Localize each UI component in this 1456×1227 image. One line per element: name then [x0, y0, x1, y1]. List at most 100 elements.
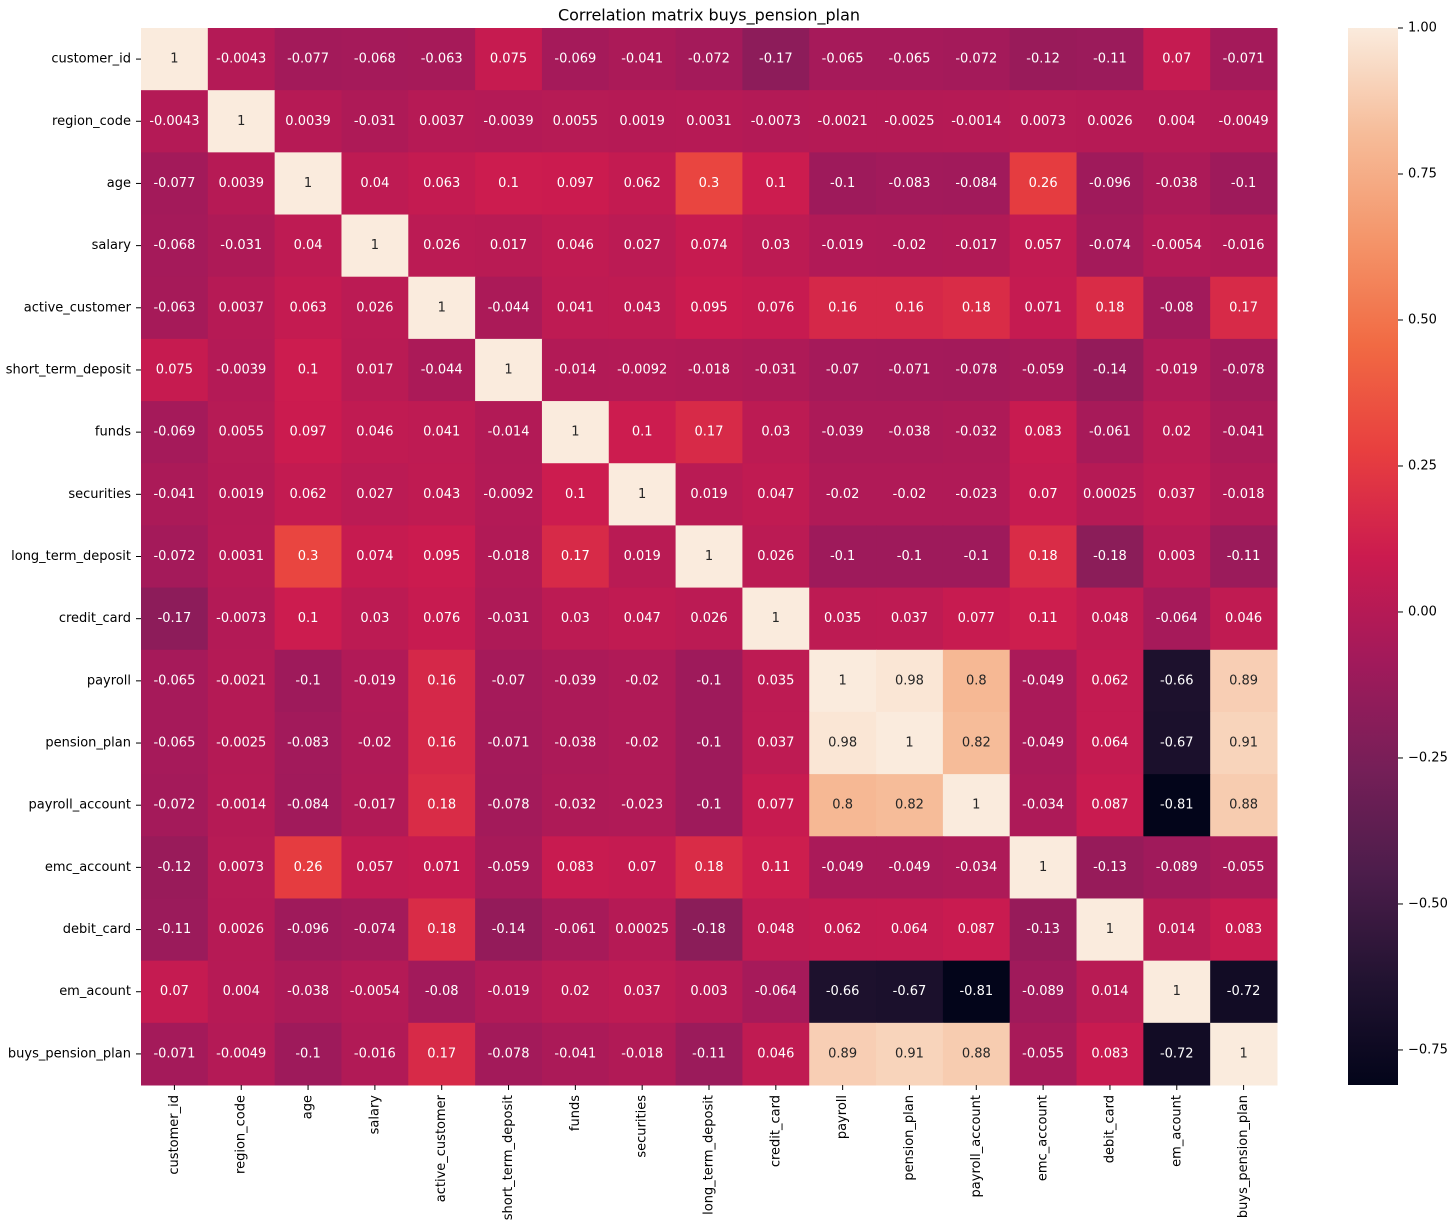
colorbar-tick-label: 0.25 [1408, 458, 1437, 473]
heatmap-cell [876, 525, 944, 589]
heatmap-cell [809, 401, 877, 464]
cell-label: -0.08 [1160, 300, 1194, 315]
cell-label: 0.8 [966, 673, 987, 688]
heatmap-cell [1076, 28, 1144, 91]
heatmap-cell [942, 276, 1011, 340]
cell-label: 1 [371, 238, 379, 253]
cell-label: -0.072 [955, 52, 997, 67]
cell-label: -0.81 [1160, 798, 1194, 813]
cell-label: 0.026 [757, 549, 794, 564]
cell-label: 0.02 [1162, 425, 1191, 440]
heatmap-cell [274, 525, 342, 589]
heatmap-cell [541, 1022, 610, 1086]
heatmap-cell [341, 587, 409, 651]
heatmap-cell [876, 463, 944, 526]
cell-label: 0.003 [1158, 549, 1195, 564]
x-tick-label: long_term_deposit [702, 1095, 717, 1215]
heatmap-cell [408, 898, 476, 962]
heatmap-cell [408, 649, 476, 713]
cell-label: 0.18 [427, 922, 456, 937]
heatmap-cell [341, 152, 409, 216]
heatmap-cell [742, 276, 810, 340]
y-tick-label: payroll_account [29, 798, 131, 813]
cell-label: 0.0026 [218, 922, 264, 937]
cell-label: 0.11 [1029, 611, 1058, 626]
heatmap-cell [341, 338, 409, 402]
cell-label: 0.087 [1091, 798, 1128, 813]
heatmap-cell [274, 276, 342, 340]
cell-label: 0.0073 [218, 860, 264, 875]
y-tick-label: pension_plan [45, 736, 131, 751]
heatmap-cell [475, 1022, 543, 1086]
y-tick-label: age [107, 176, 131, 191]
cell-label: 0.083 [1091, 1046, 1128, 1061]
heatmap-cell [1076, 90, 1144, 153]
cell-label: 1 [638, 487, 646, 502]
cell-label: 1 [772, 611, 780, 626]
cell-label: -0.072 [153, 549, 195, 564]
heatmap-cell [1009, 836, 1078, 899]
heatmap-cell [541, 90, 610, 153]
cell-label: 0.16 [427, 673, 456, 688]
heatmap-cell [341, 649, 409, 713]
cell-label: 0.0031 [218, 549, 264, 564]
cell-label: 1 [237, 114, 245, 129]
cell-label: 0.07 [1029, 487, 1058, 502]
heatmap-cell [207, 525, 276, 589]
cell-label: 0.063 [289, 300, 326, 315]
heatmap-cell [942, 152, 1011, 216]
heatmap-cell [742, 898, 810, 962]
cell-label: 0.0039 [285, 114, 331, 129]
cell-label: 0.18 [695, 860, 724, 875]
cell-label: -0.023 [621, 798, 663, 813]
heatmap-cell [1210, 152, 1278, 216]
cell-label: -0.1 [830, 549, 855, 564]
cell-label: 0.04 [360, 176, 389, 191]
heatmap-cell [1143, 463, 1211, 526]
heatmap-cell [341, 525, 409, 589]
x-tick-label: buys_pension_plan [1236, 1095, 1251, 1218]
heatmap-cell [942, 525, 1011, 589]
cell-label: -0.0043 [216, 52, 266, 67]
heatmap-cell [1076, 152, 1144, 216]
heatmap-cell [1076, 898, 1144, 962]
cell-label: -0.02 [893, 487, 927, 502]
cell-label: -0.1 [1231, 176, 1256, 191]
heatmap-cell [141, 711, 209, 775]
heatmap-cell [341, 90, 409, 153]
cell-label: -0.0014 [951, 114, 1001, 129]
cell-label: 0.03 [360, 611, 389, 626]
cell-label: -0.11 [1093, 52, 1127, 67]
heatmap-cell [1210, 649, 1278, 713]
heatmap-cell [675, 28, 743, 91]
cell-label: 0.1 [498, 176, 519, 191]
cell-label: 1 [438, 300, 446, 315]
cell-label: 0.0037 [419, 114, 465, 129]
cell-label: 0.18 [1095, 300, 1124, 315]
heatmap-cell [876, 338, 944, 402]
heatmap-cell [341, 401, 409, 464]
heatmap-cell [742, 587, 810, 651]
heatmap-cell [675, 276, 743, 340]
colorbar-tick-label: −0.50 [1408, 896, 1448, 911]
heatmap-cell [1009, 401, 1078, 464]
cell-label: 0.046 [757, 1046, 794, 1061]
heatmap-cell [675, 214, 743, 278]
heatmap-cell [341, 836, 409, 899]
cell-label: 0.063 [423, 176, 460, 191]
heatmap-cell [141, 898, 209, 962]
heatmap-cell [1210, 338, 1278, 402]
cell-label: 0.17 [1229, 300, 1258, 315]
cell-label: 0.0031 [686, 114, 732, 129]
heatmap-cell [809, 214, 877, 278]
cell-label: 0.16 [427, 736, 456, 751]
cell-label: 1 [504, 362, 512, 377]
heatmap-cell [475, 525, 543, 589]
heatmap-cell [675, 649, 743, 713]
cell-label: -0.032 [955, 425, 997, 440]
cell-label: 0.027 [624, 238, 661, 253]
heatmap-cell [1210, 587, 1278, 651]
cell-label: -0.074 [1089, 238, 1131, 253]
cell-label: 1 [972, 798, 980, 813]
heatmap-cell [1143, 587, 1211, 651]
